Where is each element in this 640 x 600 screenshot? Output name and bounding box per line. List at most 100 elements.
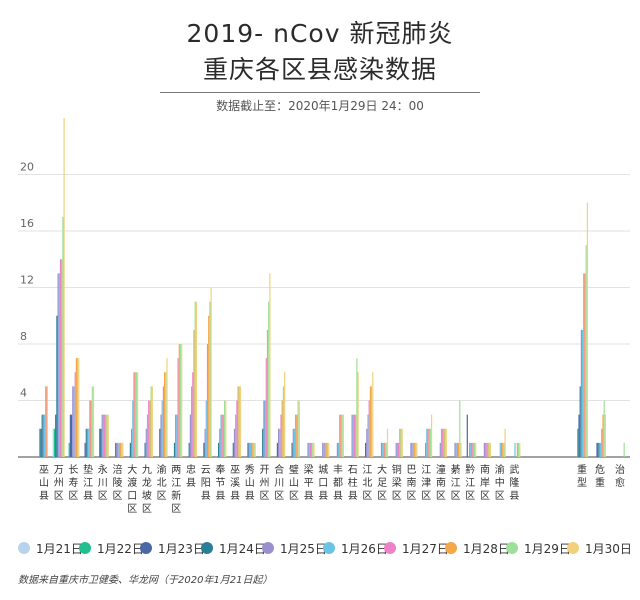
bar (85, 428, 87, 457)
bar (399, 428, 401, 457)
bar (440, 428, 443, 457)
x-tick-label: 梁平县 (304, 463, 314, 502)
bar (189, 414, 191, 457)
legend-swatch (384, 542, 396, 554)
x-tick-label: 渝中区 (495, 463, 505, 502)
bar (42, 414, 44, 457)
bar (412, 442, 414, 457)
bar (266, 329, 269, 457)
bar (519, 442, 521, 457)
bar (279, 428, 281, 457)
bar (356, 358, 358, 457)
bar (90, 400, 92, 457)
bar (475, 442, 477, 457)
legend-label: 1月27日 (402, 541, 449, 556)
bar (472, 442, 474, 457)
y-tick-label: 4 (20, 387, 27, 400)
x-tick-label: 丰都县 (333, 463, 343, 502)
bar (44, 414, 46, 457)
bar (164, 372, 166, 457)
bar (426, 428, 428, 457)
bar (194, 301, 196, 457)
bar (121, 442, 123, 457)
bar (502, 442, 504, 457)
bar (579, 386, 581, 457)
bar (578, 414, 580, 457)
x-tick-label: 永川区 (98, 463, 108, 502)
legend-swatch (201, 542, 213, 554)
bar (469, 442, 471, 457)
bar (282, 386, 284, 457)
bar (237, 386, 239, 457)
bar (487, 442, 489, 457)
bar (278, 428, 280, 457)
bar (146, 414, 149, 457)
bar (269, 273, 271, 457)
y-tick-label: 20 (20, 161, 34, 174)
bar (159, 428, 161, 457)
bar (247, 442, 249, 457)
bar (444, 428, 446, 457)
bar (116, 442, 118, 457)
bar (251, 442, 253, 457)
bar (179, 344, 182, 457)
bar (134, 372, 136, 457)
x-tick-label: 黔江区 (465, 463, 475, 502)
bar (176, 414, 178, 457)
bar (338, 442, 340, 457)
bar (586, 202, 588, 457)
bar (313, 442, 315, 457)
bar (466, 414, 468, 457)
bar (604, 414, 606, 457)
bar (74, 372, 76, 457)
bar (236, 400, 238, 457)
x-tick-label: 潼南区 (436, 463, 446, 502)
bar (597, 442, 599, 457)
bar (395, 442, 397, 457)
x-tick-label: 危重 (595, 464, 605, 489)
bar (45, 386, 47, 457)
bar (173, 442, 176, 457)
bar (371, 386, 373, 457)
bar (485, 442, 487, 457)
bar (328, 442, 330, 457)
bar (458, 442, 460, 457)
bar (92, 386, 95, 457)
bar (52, 428, 54, 457)
bar (75, 358, 77, 457)
legend-swatch (262, 542, 274, 554)
chart-title-line2: 重庆各区县感染数据 (202, 55, 437, 84)
legend-swatch (445, 542, 457, 554)
bar (89, 400, 91, 457)
bar (425, 442, 427, 457)
x-tick-label: 璧山区 (289, 463, 299, 502)
bar (133, 372, 135, 457)
bar (148, 400, 150, 457)
bar (471, 442, 473, 457)
bar (39, 428, 41, 457)
bar (366, 428, 368, 457)
legend-swatch (79, 542, 91, 554)
bar (416, 442, 418, 457)
bar (357, 372, 359, 457)
bar (151, 386, 153, 457)
bar (248, 442, 250, 457)
bar (297, 400, 299, 457)
x-tick-label: 涪陵区 (113, 463, 123, 502)
bar (175, 414, 177, 457)
chart-legend: 1月21日 1月22日 1月23日 1月24日 1月25日 1月26日 1月27日 1月28日… (18, 538, 638, 558)
bar (106, 414, 108, 457)
x-tick-label: 渝北区 (157, 463, 167, 502)
bar (600, 442, 602, 457)
bar (442, 428, 444, 457)
bar (220, 414, 222, 457)
legend-swatch (18, 542, 30, 554)
bar (221, 414, 223, 457)
bar (339, 414, 341, 457)
bar (296, 414, 298, 457)
bar (585, 245, 587, 457)
bar (473, 442, 476, 457)
x-tick-label: 云阳县 (201, 465, 211, 502)
bar (224, 400, 226, 457)
bar (514, 442, 516, 457)
